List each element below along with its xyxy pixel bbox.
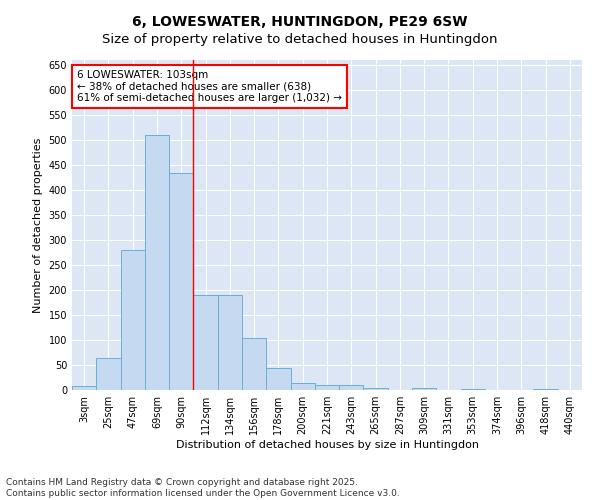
Bar: [96, 358, 121, 390]
Bar: [121, 250, 145, 390]
Text: Size of property relative to detached houses in Huntingdon: Size of property relative to detached ho…: [102, 32, 498, 46]
Bar: [145, 135, 169, 390]
Bar: [242, 338, 266, 390]
X-axis label: Distribution of detached houses by size in Huntingdon: Distribution of detached houses by size …: [176, 440, 479, 450]
Text: Contains HM Land Registry data © Crown copyright and database right 2025.
Contai: Contains HM Land Registry data © Crown c…: [6, 478, 400, 498]
Bar: [339, 385, 364, 390]
Bar: [461, 388, 485, 390]
Text: 6 LOWESWATER: 103sqm
← 38% of detached houses are smaller (638)
61% of semi-deta: 6 LOWESWATER: 103sqm ← 38% of detached h…: [77, 70, 342, 103]
Bar: [290, 382, 315, 390]
Bar: [169, 172, 193, 390]
Text: 6, LOWESWATER, HUNTINGDON, PE29 6SW: 6, LOWESWATER, HUNTINGDON, PE29 6SW: [132, 15, 468, 29]
Bar: [533, 389, 558, 390]
Bar: [266, 368, 290, 390]
Bar: [72, 386, 96, 390]
Y-axis label: Number of detached properties: Number of detached properties: [33, 138, 43, 312]
Bar: [315, 385, 339, 390]
Bar: [193, 295, 218, 390]
Bar: [218, 295, 242, 390]
Bar: [364, 388, 388, 390]
Bar: [412, 388, 436, 390]
